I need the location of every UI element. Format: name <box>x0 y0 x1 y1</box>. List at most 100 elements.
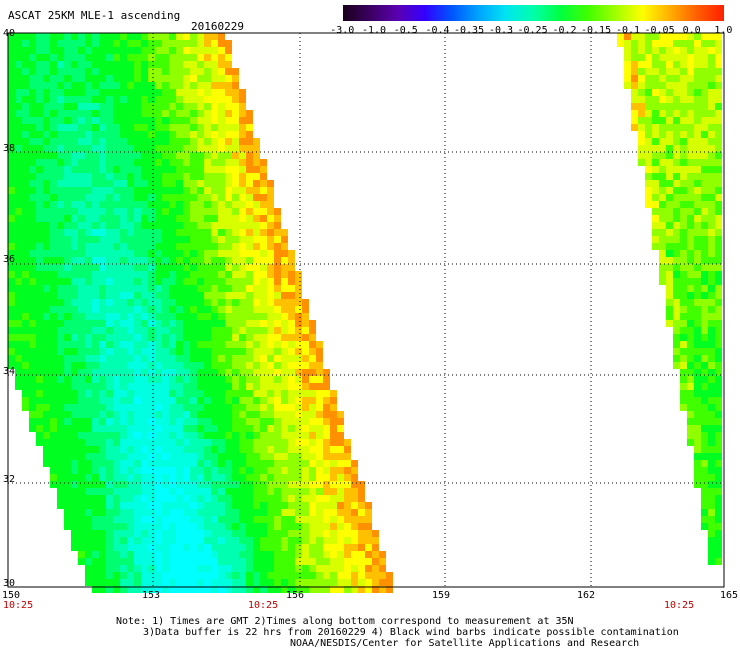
swath-pixel <box>232 138 239 145</box>
swath-pixel <box>204 488 211 495</box>
swath-pixel <box>36 194 43 201</box>
swath-pixel <box>225 551 232 558</box>
swath-pixel <box>141 208 148 215</box>
swath-pixel <box>232 383 239 390</box>
swath-pixel <box>190 40 197 47</box>
swath-pixel <box>708 96 715 103</box>
swath-pixel <box>281 397 288 404</box>
swath-pixel <box>659 54 666 61</box>
swath-pixel <box>71 523 78 530</box>
swath-pixel <box>127 33 134 40</box>
swath-pixel <box>204 40 211 47</box>
swath-pixel <box>666 40 673 47</box>
swath-pixel <box>169 313 176 320</box>
swath-pixel <box>106 558 113 565</box>
swath-pixel <box>218 33 225 40</box>
swath-pixel <box>197 383 204 390</box>
swath-pixel <box>113 194 120 201</box>
swath-pixel <box>43 404 50 411</box>
swath-pixel <box>624 61 631 68</box>
swath-pixel <box>652 138 659 145</box>
swath-pixel <box>148 68 155 75</box>
swath-pixel <box>78 327 85 334</box>
swath-pixel <box>148 355 155 362</box>
swath-pixel <box>673 75 680 82</box>
swath-pixel <box>288 432 295 439</box>
lon-label-162: 162 <box>577 590 596 601</box>
swath-pixel <box>211 117 218 124</box>
swath-pixel <box>22 145 29 152</box>
swath-pixel <box>351 530 358 537</box>
swath-pixel <box>57 173 64 180</box>
swath-pixel <box>64 362 71 369</box>
swath-pixel <box>176 222 183 229</box>
swath-pixel <box>113 159 120 166</box>
swath-pixel <box>8 61 15 68</box>
swath-pixel <box>57 61 64 68</box>
swath-pixel <box>15 313 22 320</box>
swath-pixel <box>288 481 295 488</box>
swath-pixel <box>631 61 638 68</box>
swath-pixel <box>666 54 673 61</box>
swath-pixel <box>309 334 316 341</box>
swath-pixel <box>232 334 239 341</box>
swath-pixel <box>155 334 162 341</box>
swath-pixel <box>701 474 708 481</box>
swath-pixel <box>141 68 148 75</box>
swath-pixel <box>113 187 120 194</box>
swath-pixel <box>190 124 197 131</box>
swath-pixel <box>85 117 92 124</box>
swath-pixel <box>680 341 687 348</box>
swath-pixel <box>169 257 176 264</box>
swath-pixel <box>162 124 169 131</box>
swath-pixel <box>680 369 687 376</box>
swath-pixel <box>64 208 71 215</box>
swath-pixel <box>337 530 344 537</box>
swath-pixel <box>78 54 85 61</box>
swath-pixel <box>253 243 260 250</box>
swath-pixel <box>43 348 50 355</box>
swath-pixel <box>295 439 302 446</box>
swath-pixel <box>204 341 211 348</box>
swath-pixel <box>141 523 148 530</box>
swath-pixel <box>666 201 673 208</box>
swath-pixel <box>288 565 295 572</box>
swath-pixel <box>211 425 218 432</box>
swath-pixel <box>211 348 218 355</box>
swath-pixel <box>694 411 701 418</box>
swath-pixel <box>8 194 15 201</box>
swath-pixel <box>232 565 239 572</box>
swath-pixel <box>708 250 715 257</box>
swath-pixel <box>218 194 225 201</box>
swath-pixel <box>715 110 722 117</box>
swath-pixel <box>225 82 232 89</box>
swath-pixel <box>113 89 120 96</box>
swath-pixel <box>645 124 652 131</box>
swath-pixel <box>274 320 281 327</box>
swath-pixel <box>22 166 29 173</box>
swath-pixel <box>232 173 239 180</box>
swath-pixel <box>204 544 211 551</box>
swath-pixel <box>267 271 274 278</box>
swath-pixel <box>680 110 687 117</box>
swath-pixel <box>176 390 183 397</box>
swath-pixel <box>78 103 85 110</box>
swath-pixel <box>43 89 50 96</box>
swath-pixel <box>43 362 50 369</box>
swath-pixel <box>673 299 680 306</box>
swath-pixel <box>218 278 225 285</box>
swath-pixel <box>106 131 113 138</box>
swath-pixel <box>169 439 176 446</box>
swath-pixel <box>43 173 50 180</box>
swath-pixel <box>71 376 78 383</box>
swath-pixel <box>15 187 22 194</box>
swath-pixel <box>211 523 218 530</box>
swath-pixel <box>155 110 162 117</box>
swath-pixel <box>694 40 701 47</box>
swath-pixel <box>288 544 295 551</box>
swath-pixel <box>218 103 225 110</box>
swath-pixel <box>204 96 211 103</box>
swath-pixel <box>302 327 309 334</box>
colorbar-tick-label: -0.3 <box>488 25 514 36</box>
swath-pixel <box>169 110 176 117</box>
